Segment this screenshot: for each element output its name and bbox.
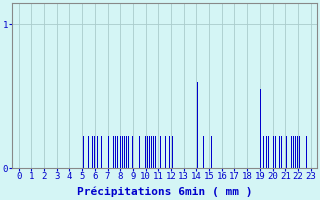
Bar <box>160 136 161 168</box>
Bar <box>132 136 133 168</box>
Bar <box>124 136 125 168</box>
Bar <box>116 136 117 168</box>
X-axis label: Précipitations 6min ( mm ): Précipitations 6min ( mm ) <box>77 187 252 197</box>
Bar <box>101 136 102 168</box>
Bar <box>269 136 270 168</box>
Bar <box>203 136 204 168</box>
Bar <box>128 136 129 168</box>
Bar <box>94 136 95 168</box>
Bar <box>115 136 116 168</box>
Bar <box>172 136 173 168</box>
Bar <box>126 136 127 168</box>
Bar <box>211 136 212 168</box>
Bar <box>293 136 294 168</box>
Bar <box>299 136 300 168</box>
Bar <box>197 82 198 168</box>
Bar <box>260 89 261 168</box>
Bar <box>281 136 282 168</box>
Bar <box>295 136 296 168</box>
Bar <box>297 136 298 168</box>
Bar <box>122 136 123 168</box>
Bar <box>153 136 154 168</box>
Bar <box>318 82 319 168</box>
Bar <box>273 136 274 168</box>
Bar <box>83 136 84 168</box>
Bar <box>165 136 166 168</box>
Bar <box>149 136 150 168</box>
Bar <box>266 136 267 168</box>
Bar <box>120 136 121 168</box>
Bar <box>169 136 170 168</box>
Bar <box>286 136 287 168</box>
Bar <box>145 136 146 168</box>
Bar <box>147 136 148 168</box>
Bar <box>88 136 89 168</box>
Bar <box>113 136 114 168</box>
Bar <box>279 136 280 168</box>
Bar <box>118 136 119 168</box>
Bar <box>97 136 98 168</box>
Bar <box>156 136 157 168</box>
Bar <box>275 136 276 168</box>
Bar <box>92 136 93 168</box>
Bar <box>151 136 152 168</box>
Bar <box>139 136 140 168</box>
Bar <box>291 136 292 168</box>
Bar <box>155 136 156 168</box>
Bar <box>271 136 272 168</box>
Bar <box>158 136 159 168</box>
Bar <box>91 136 92 168</box>
Bar <box>263 136 264 168</box>
